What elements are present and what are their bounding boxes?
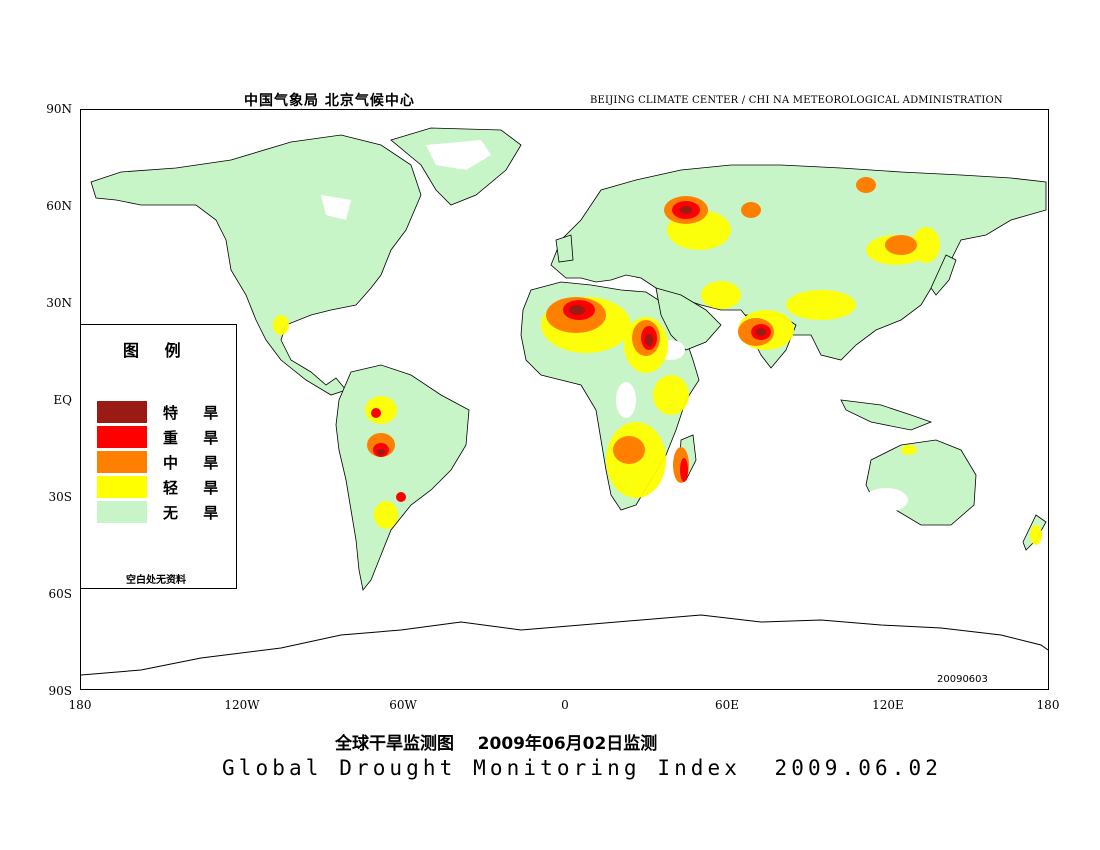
legend-label: 中 旱 [163,454,229,472]
lon-label: 60E [714,698,740,712]
legend-label: 轻 旱 [163,479,229,497]
lon-label: 60W [389,698,417,712]
lat-label: 30S [48,490,73,504]
lon-label: 0 [561,698,569,712]
legend-title: 图 例 [123,341,191,360]
lon-label: 180 [68,698,92,712]
lon-label: 120W [224,698,260,712]
lat-label: 90N [46,102,72,116]
antarctica [81,614,1048,676]
lat-label: 30N [46,296,72,310]
indonesia [840,399,933,431]
lat-label: EQ [53,393,72,407]
british-isles [555,234,574,263]
date-stamp: 20090603 [937,674,988,685]
legend-swatch [97,426,147,448]
legend-label: 特 旱 [163,404,229,422]
australia [865,439,977,526]
drought-extreme [377,206,766,455]
title-chinese: 全球干旱监测图 2009年06月02日监测 [335,734,658,754]
japan [930,254,957,296]
title-english: Global Drought Monitoring Index 2009.06.… [222,756,942,780]
map-frame [80,109,1049,690]
south-america [335,364,470,591]
header-agency-cn: 中国气象局 北京气候中心 [244,93,415,109]
legend-swatch [97,476,147,498]
lat-label: 60N [46,199,72,213]
lon-label: 120E [872,698,904,712]
legend-box: 图 例 特 旱 重 旱 中 旱 轻 旱 无 旱 空白处无资料 [80,324,237,589]
legend-label: 无 旱 [163,504,229,522]
header-agency-en: BEIJING CLIMATE CENTER / CHI NA METEOROL… [590,95,1003,106]
legend-swatch [97,501,147,523]
legend-note: 空白处无资料 [126,575,186,586]
arabia [655,287,722,351]
legend-swatch [97,401,147,423]
legend-label: 重 旱 [163,429,229,447]
lon-label: 180 [1036,698,1060,712]
lat-label: 90S [48,684,73,698]
legend-swatch [97,451,147,473]
lat-label: 60S [48,587,73,601]
world-drought-map [81,127,1048,676]
